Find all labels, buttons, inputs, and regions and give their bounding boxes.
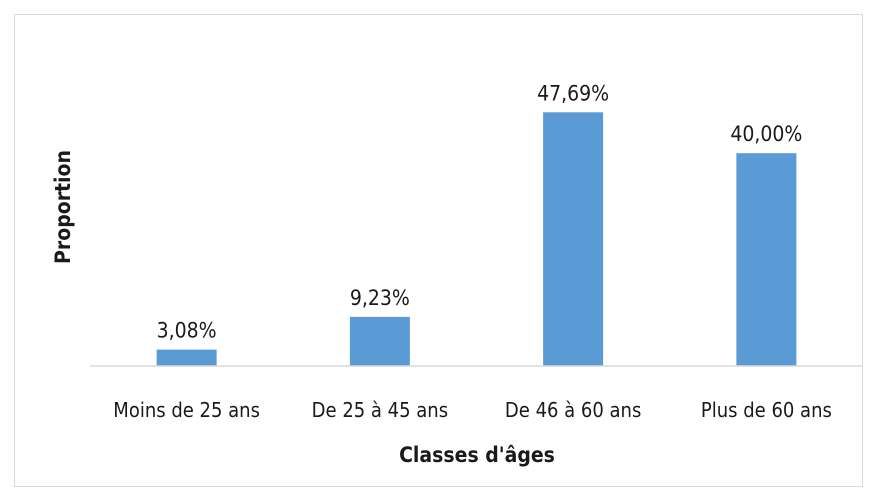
data-label-1: 9,23% bbox=[350, 286, 410, 310]
data-label-3: 40,00% bbox=[730, 122, 802, 146]
x-axis-title: Classes d'âges bbox=[399, 443, 555, 467]
chart-frame bbox=[14, 14, 863, 487]
bars-layer bbox=[156, 112, 797, 366]
bar-2 bbox=[543, 112, 604, 366]
bar-1 bbox=[349, 316, 410, 366]
labels-layer: 3,08% Moins de 25 ans 9,23% De 25 à 45 ans 4… bbox=[113, 81, 832, 422]
x-tick-label-2: De 46 à 60 ans bbox=[505, 398, 641, 422]
x-tick-label-3: Plus de 60 ans bbox=[701, 398, 832, 422]
x-tick-label-1: De 25 à 45 ans bbox=[312, 398, 448, 422]
data-label-0: 3,08% bbox=[157, 319, 217, 343]
bar-0 bbox=[156, 349, 217, 366]
data-label-2: 47,69% bbox=[537, 81, 609, 105]
bar-3 bbox=[736, 153, 797, 366]
y-axis-title: Proportion bbox=[51, 150, 75, 264]
x-tick-label-0: Moins de 25 ans bbox=[113, 398, 260, 422]
